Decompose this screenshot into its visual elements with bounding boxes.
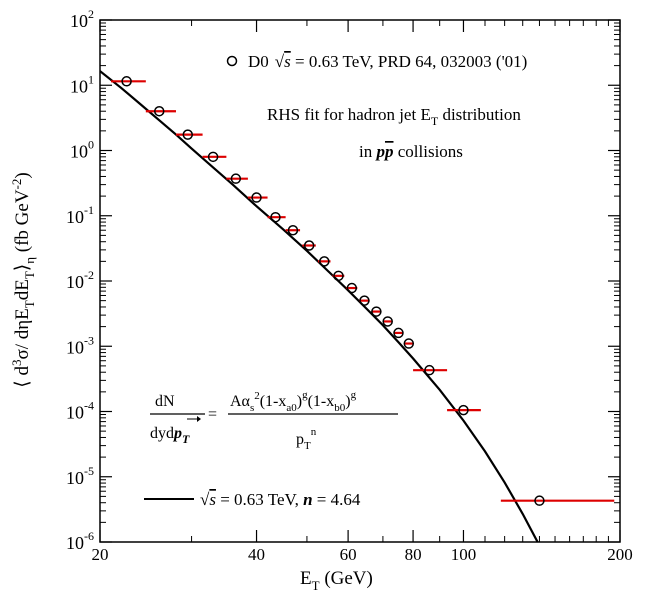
data-points-layer — [111, 76, 615, 506]
legend-bottom-label: √s = 0.63 TeV, n = 4.64 — [200, 490, 361, 509]
formula-rhs-den-text: p — [296, 431, 304, 448]
formula-rhs-numerator: Aαs2(1-xa0)g(1-xb0)g — [230, 389, 357, 414]
data-point-marker — [319, 256, 330, 267]
data-point-marker — [371, 306, 382, 317]
fit-description-line1-rest: distribution — [438, 105, 521, 124]
data-point — [359, 295, 370, 306]
legend-top-label: D0 √s = 0.63 TeV, PRD 64, 032003 ('01) — [248, 52, 527, 71]
data-point — [145, 105, 176, 117]
fit-description-line1-sub: T — [431, 114, 439, 128]
data-point-marker — [154, 105, 165, 117]
data-point-marker — [270, 211, 281, 223]
data-point-marker — [403, 338, 415, 349]
data-point — [317, 256, 331, 267]
y-tick-label: 10-3 — [66, 333, 94, 357]
formula-lhs-numerator: dN — [155, 393, 175, 410]
data-point-marker — [230, 173, 242, 184]
y-tick-label: 100 — [70, 138, 94, 162]
y-tick-label: 101 — [70, 72, 94, 96]
fit-description-line1-text: RHS fit for hadron jet E — [267, 105, 431, 124]
data-point — [332, 270, 345, 282]
data-point — [382, 316, 393, 327]
y-axis-title: ⟨ d3σ/ dηETdET⟩η (fb GeV-2) — [9, 172, 37, 387]
data-point — [403, 338, 415, 349]
y-tick-label: 10-2 — [66, 268, 94, 292]
data-point — [302, 240, 316, 251]
plot-frame — [99, 19, 621, 543]
fit-description-line1: RHS fit for hadron jet ET distribution — [267, 105, 521, 128]
data-point — [111, 76, 146, 87]
data-point — [267, 211, 286, 223]
x-tick-label: 40 — [248, 545, 265, 564]
fit-description-line2-prefix: in — [359, 142, 376, 161]
formula-vector-arrow-head — [197, 416, 201, 422]
y-tick-label: 10-1 — [66, 203, 94, 227]
data-point-marker — [287, 224, 299, 236]
fit-description: RHS fit for hadron jet ET distribution i… — [267, 105, 521, 161]
formula-rhs-num-text: Aα — [230, 393, 251, 410]
data-point-marker — [121, 76, 132, 87]
x-axis-title-sub: T — [312, 578, 320, 593]
x-axis-title-main: E — [300, 568, 312, 589]
x-axis-title: ET (GeV) — [300, 568, 373, 593]
data-point — [285, 224, 301, 236]
data-point-marker — [303, 240, 315, 251]
formula-rhs-denominator: pTn — [296, 426, 317, 452]
data-point — [371, 306, 382, 317]
y-tick-label: 10-6 — [66, 529, 94, 553]
data-point — [346, 282, 358, 294]
data-point-marker — [359, 295, 370, 306]
formula-lhs-denominator: dydpT — [150, 425, 190, 446]
legend-circle-marker — [226, 55, 238, 67]
x-tick-label: 20 — [92, 545, 109, 564]
data-point-marker — [534, 495, 545, 506]
fit-curve-layer — [100, 70, 539, 542]
formula-lhs-den-text: dyd — [150, 425, 174, 442]
legend-top-prefix: D0 — [248, 52, 269, 71]
fit-curve-line — [100, 70, 539, 542]
data-point-marker — [182, 129, 194, 140]
data-point — [393, 327, 404, 339]
data-point-marker — [346, 282, 358, 294]
y-tick-label: 10-5 — [66, 464, 94, 488]
formula-equals: = — [208, 406, 217, 423]
data-point — [175, 129, 203, 140]
y-tick-label: 10-4 — [66, 399, 94, 423]
data-point — [413, 364, 448, 376]
data-point — [226, 173, 248, 184]
legend-bottom: √s = 0.63 TeV, n = 4.64 — [144, 490, 361, 509]
data-point-marker — [458, 404, 469, 416]
legend-top: D0 √s = 0.63 TeV, PRD 64, 032003 ('01) — [226, 52, 527, 71]
data-point-marker — [333, 270, 344, 282]
x-axis-title-rest: (GeV) — [320, 568, 373, 589]
x-tick-label: 60 — [340, 545, 357, 564]
x-tick-label: 100 — [451, 545, 477, 564]
axis-ticks: 20 40 60 80 100 200 10-6 10-5 10-4 10-3 10-2 10-1 10… — [66, 7, 633, 564]
data-point-marker — [251, 192, 262, 203]
y-tick-label: 102 — [70, 7, 94, 31]
legend-top-rest: = 0.63 TeV, PRD 64, 032003 ('01) — [291, 52, 528, 71]
data-point-marker — [382, 316, 393, 327]
data-point — [447, 404, 481, 416]
fit-formula: dN dydpT = Aαs2(1-xa0)g(1-xb0)g pTn — [150, 389, 398, 452]
fit-description-line2-rest: collisions — [393, 142, 462, 161]
data-point-marker — [424, 364, 435, 376]
legend-bottom-rest: = 0.63 TeV, — [216, 490, 303, 509]
x-tick-label: 200 — [607, 545, 633, 564]
legend-bottom-n: n — [303, 490, 312, 509]
data-point-marker — [393, 327, 404, 339]
data-point — [500, 495, 615, 506]
fit-description-line2: in pp collisions — [359, 142, 463, 161]
data-point — [202, 151, 227, 163]
legend-bottom-val: = 4.64 — [313, 490, 361, 509]
x-tick-label: 80 — [405, 545, 422, 564]
data-point — [247, 192, 268, 203]
data-point-marker — [207, 151, 219, 163]
